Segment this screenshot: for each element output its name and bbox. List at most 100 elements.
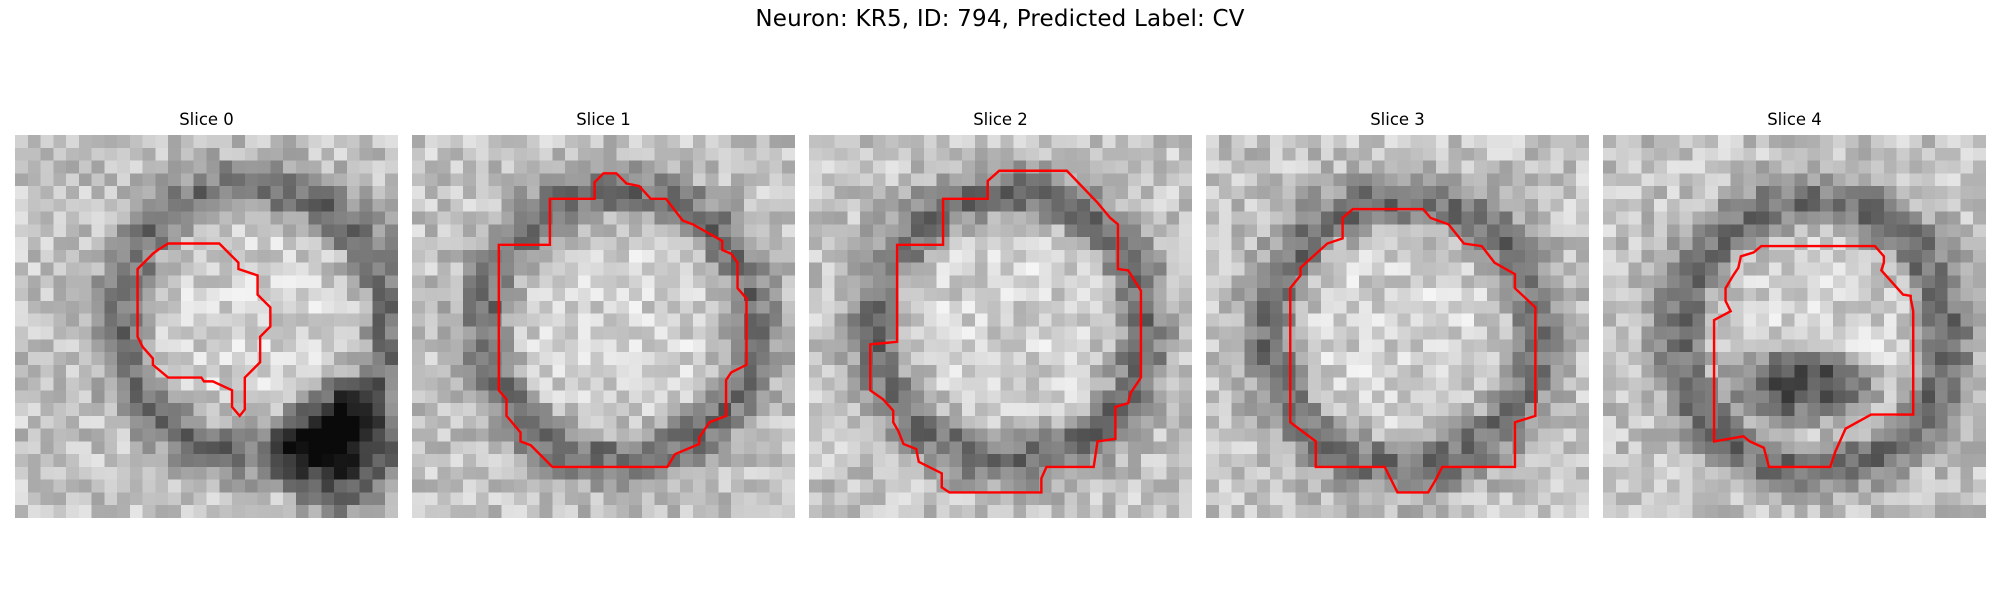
image-pixel [1474, 403, 1488, 417]
image-pixel [270, 441, 284, 455]
image-pixel [1064, 377, 1078, 391]
image-pixel [475, 377, 489, 391]
image-pixel [705, 479, 719, 493]
image-pixel [1359, 211, 1373, 225]
image-pixel [1628, 313, 1642, 327]
image-pixel [577, 135, 591, 149]
image-pixel [488, 147, 502, 161]
image-pixel [1705, 364, 1719, 378]
image-pixel [1115, 415, 1129, 429]
image-pixel [1563, 364, 1577, 378]
image-pixel [1128, 173, 1142, 187]
image-pixel [1603, 186, 1617, 200]
image-pixel [206, 326, 220, 340]
image-pixel [1102, 147, 1116, 161]
image-pixel [501, 390, 515, 404]
image-pixel [1244, 364, 1258, 378]
image-pixel [27, 300, 41, 314]
image-pixel [603, 313, 617, 327]
image-pixel [1474, 339, 1488, 353]
image-pixel [372, 173, 386, 187]
image-pixel [1820, 415, 1834, 429]
image-pixel [731, 237, 745, 251]
image-pixel [821, 352, 835, 366]
image-pixel [641, 339, 655, 353]
image-pixel [1359, 505, 1373, 518]
image-pixel [1845, 339, 1859, 353]
image-pixel [962, 466, 976, 480]
image-pixel [949, 352, 963, 366]
image-pixel [1153, 364, 1167, 378]
image-pixel [1934, 135, 1948, 149]
image-pixel [1064, 390, 1078, 404]
image-pixel [667, 390, 681, 404]
image-pixel [1486, 479, 1500, 493]
image-pixel [1858, 249, 1872, 263]
image-pixel [1410, 288, 1424, 302]
image-pixel [743, 160, 757, 174]
image-pixel [1384, 441, 1398, 455]
image-pixel [1679, 479, 1693, 493]
image-pixel [743, 186, 757, 200]
image-pixel [885, 454, 899, 468]
image-pixel [1909, 275, 1923, 289]
image-pixel [501, 224, 515, 238]
image-pixel [1102, 173, 1116, 187]
image-pixel [1064, 262, 1078, 276]
image-pixel [1320, 466, 1334, 480]
image-pixel [1244, 198, 1258, 212]
image-pixel [539, 505, 553, 518]
image-pixel [53, 135, 67, 149]
image-pixel [1320, 211, 1334, 225]
image-pixel [1909, 454, 1923, 468]
image-pixel [1231, 415, 1245, 429]
image-pixel [1384, 390, 1398, 404]
image-pixel [1410, 313, 1424, 327]
image-pixel [1486, 390, 1500, 404]
image-pixel [1000, 313, 1014, 327]
image-pixel [616, 454, 630, 468]
image-pixel [603, 262, 617, 276]
image-pixel [424, 403, 438, 417]
image-pixel [206, 492, 220, 506]
image-pixel [104, 147, 118, 161]
image-pixel [1435, 249, 1449, 263]
image-pixel [1115, 479, 1129, 493]
image-pixel [1423, 173, 1437, 187]
image-pixel [1730, 198, 1744, 212]
image-pixel [66, 198, 80, 212]
image-pixel [616, 415, 630, 429]
image-pixel [1820, 313, 1834, 327]
image-pixel [1153, 377, 1167, 391]
image-pixel [743, 198, 757, 212]
image-pixel [577, 454, 591, 468]
image-pixel [244, 300, 258, 314]
image-pixel [756, 377, 770, 391]
image-pixel [756, 186, 770, 200]
image-pixel [1077, 479, 1091, 493]
image-pixel [91, 479, 105, 493]
image-pixel [834, 403, 848, 417]
image-pixel [1231, 390, 1245, 404]
image-pixel [1550, 479, 1564, 493]
image-pixel [53, 288, 67, 302]
image-pixel [501, 313, 515, 327]
image-pixel [1153, 147, 1167, 161]
image-pixel [526, 364, 540, 378]
image-pixel [552, 428, 566, 442]
image-pixel [616, 262, 630, 276]
image-pixel [718, 135, 732, 149]
image-pixel [321, 364, 335, 378]
image-pixel [1308, 288, 1322, 302]
image-pixel [539, 249, 553, 263]
image-pixel [66, 275, 80, 289]
image-pixel [1743, 198, 1757, 212]
image-pixel [1013, 249, 1027, 263]
image-pixel [847, 441, 861, 455]
image-pixel [756, 454, 770, 468]
image-pixel [577, 479, 591, 493]
image-pixel [1051, 339, 1065, 353]
image-pixel [526, 160, 540, 174]
image-pixel [27, 211, 41, 225]
image-pixel [782, 479, 795, 493]
